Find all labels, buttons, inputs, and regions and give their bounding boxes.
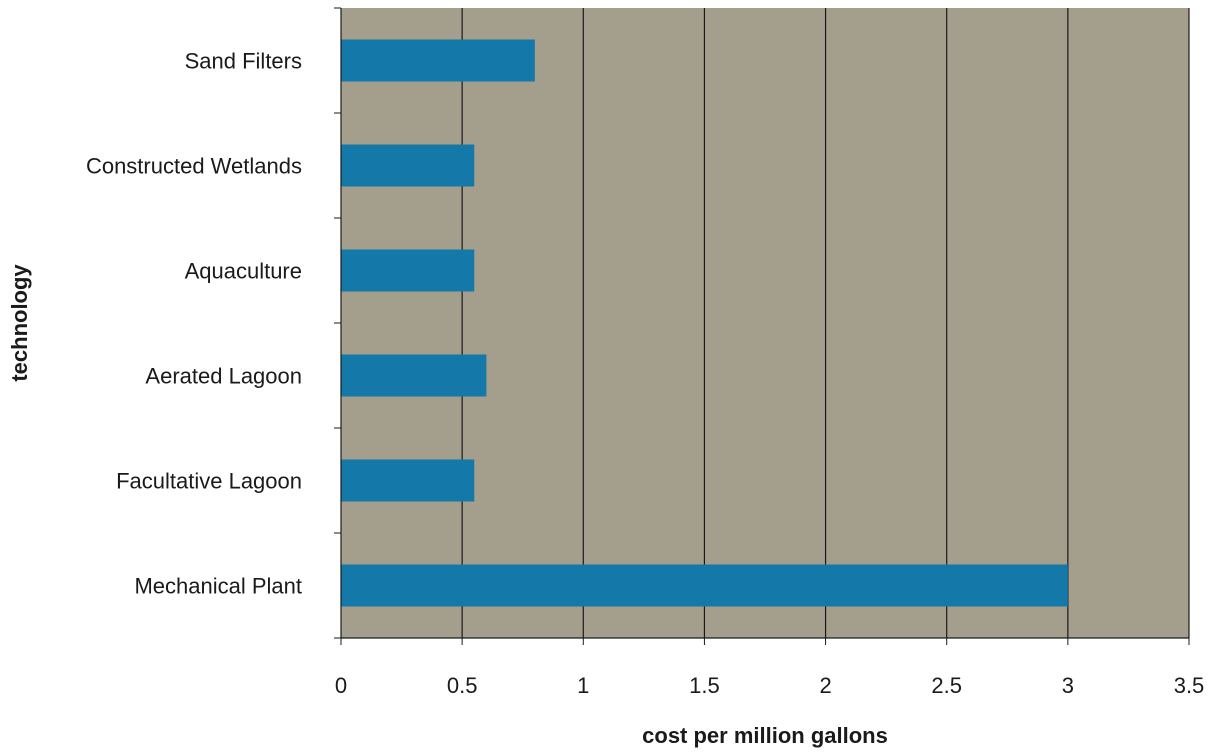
bar (341, 39, 535, 82)
bars (341, 39, 1068, 607)
y-category-label: Sand Filters (185, 49, 302, 74)
y-category-label: Facultative Lagoon (116, 469, 302, 494)
plot-area (341, 8, 1189, 638)
bar (341, 459, 475, 502)
bar (341, 249, 475, 292)
bar (341, 144, 475, 187)
x-tick-label: 3 (1062, 673, 1074, 698)
x-tick-label: 0.5 (447, 673, 478, 698)
y-category-label: Constructed Wetlands (86, 154, 302, 179)
x-tick-label: 1 (577, 673, 589, 698)
y-category-label: Mechanical Plant (134, 574, 302, 599)
bar (341, 354, 487, 397)
y-category-labels: Mechanical Plant Facultative Lagoon Aerate… (86, 49, 302, 599)
axes (334, 7, 1190, 645)
x-tick-label: 1.5 (689, 673, 720, 698)
x-tick-labels: 0 0.5 1 1.5 2 2.5 3 3.5 (335, 673, 1204, 698)
x-tick-label: 2.5 (931, 673, 962, 698)
y-category-label: Aquaculture (185, 259, 302, 284)
y-category-label: Aerated Lagoon (145, 364, 302, 389)
bar (341, 564, 1068, 607)
y-axis-title: technology (7, 264, 32, 382)
x-tick-label: 0 (335, 673, 347, 698)
x-axis-title: cost per million gallons (642, 723, 888, 748)
x-tick-label: 3.5 (1174, 673, 1205, 698)
gridlines (461, 8, 1190, 638)
x-tick-label: 2 (819, 673, 831, 698)
